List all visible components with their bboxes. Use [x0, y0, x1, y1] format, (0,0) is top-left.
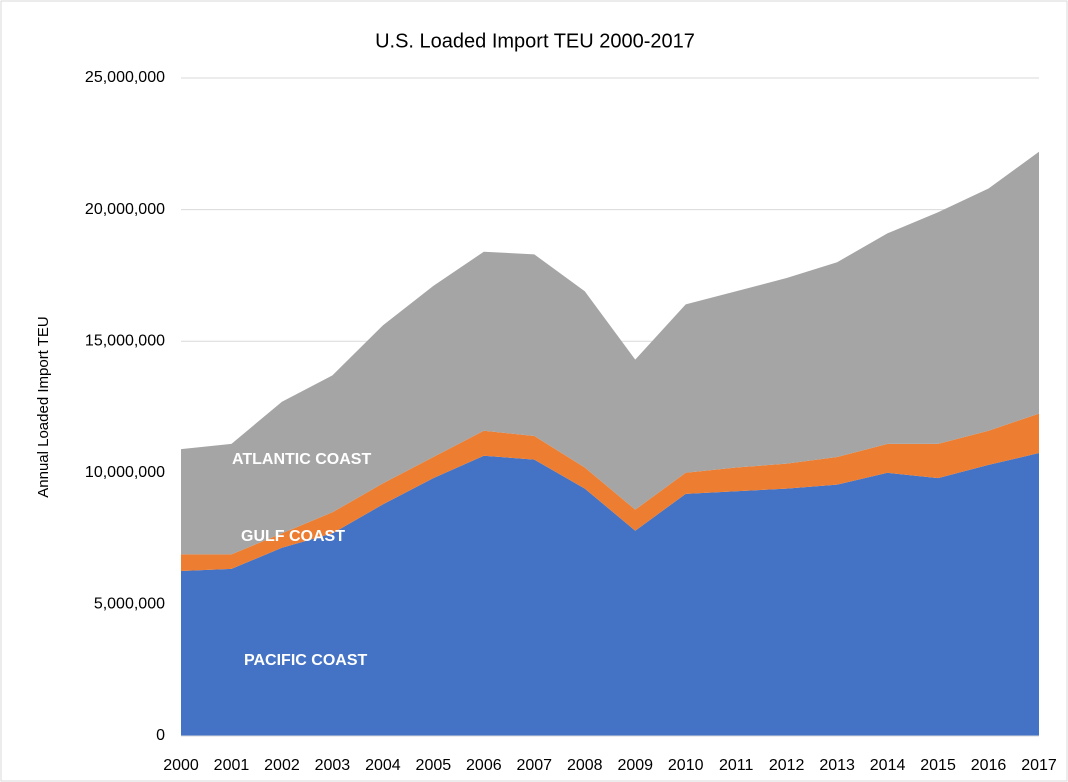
x-tick-label: 2014 — [870, 757, 906, 774]
chart-title: U.S. Loaded Import TEU 2000-2017 — [375, 30, 695, 52]
x-tick-label: 2002 — [264, 757, 300, 774]
series-label: ATLANTIC COAST — [232, 451, 371, 468]
x-tick-label: 2017 — [1021, 757, 1057, 774]
x-tick-label: 2009 — [617, 757, 653, 774]
x-tick-label: 2016 — [971, 757, 1007, 774]
x-tick-label: 2000 — [163, 757, 199, 774]
series-label: PACIFIC COAST — [244, 652, 367, 669]
x-tick-label: 2015 — [920, 757, 956, 774]
series-label: GULF COAST — [241, 528, 345, 545]
area — [181, 453, 1039, 736]
y-tick-label: 5,000,000 — [94, 596, 165, 613]
x-tick-label: 2004 — [365, 757, 401, 774]
x-tick-label: 2003 — [315, 757, 351, 774]
y-tick-label: 25,000,000 — [85, 69, 165, 86]
y-tick-label: 0 — [156, 727, 165, 744]
x-tick-label: 2008 — [567, 757, 603, 774]
x-tick-label: 2013 — [819, 757, 855, 774]
area — [181, 151, 1039, 555]
x-tick-label: 2007 — [516, 757, 552, 774]
x-tick-label: 2011 — [719, 757, 754, 774]
x-tick-label: 2012 — [769, 757, 805, 774]
y-tick-label: 10,000,000 — [85, 464, 165, 481]
y-axis-label: Annual Loaded Import TEU — [35, 316, 52, 498]
x-tick-label: 2010 — [668, 757, 704, 774]
area — [181, 413, 1039, 571]
x-tick-label: 2006 — [466, 757, 502, 774]
x-tick-label: 2005 — [416, 757, 452, 774]
x-tick-label: 2001 — [214, 757, 250, 774]
y-tick-label: 15,000,000 — [85, 332, 165, 349]
y-tick-label: 20,000,000 — [85, 201, 165, 218]
